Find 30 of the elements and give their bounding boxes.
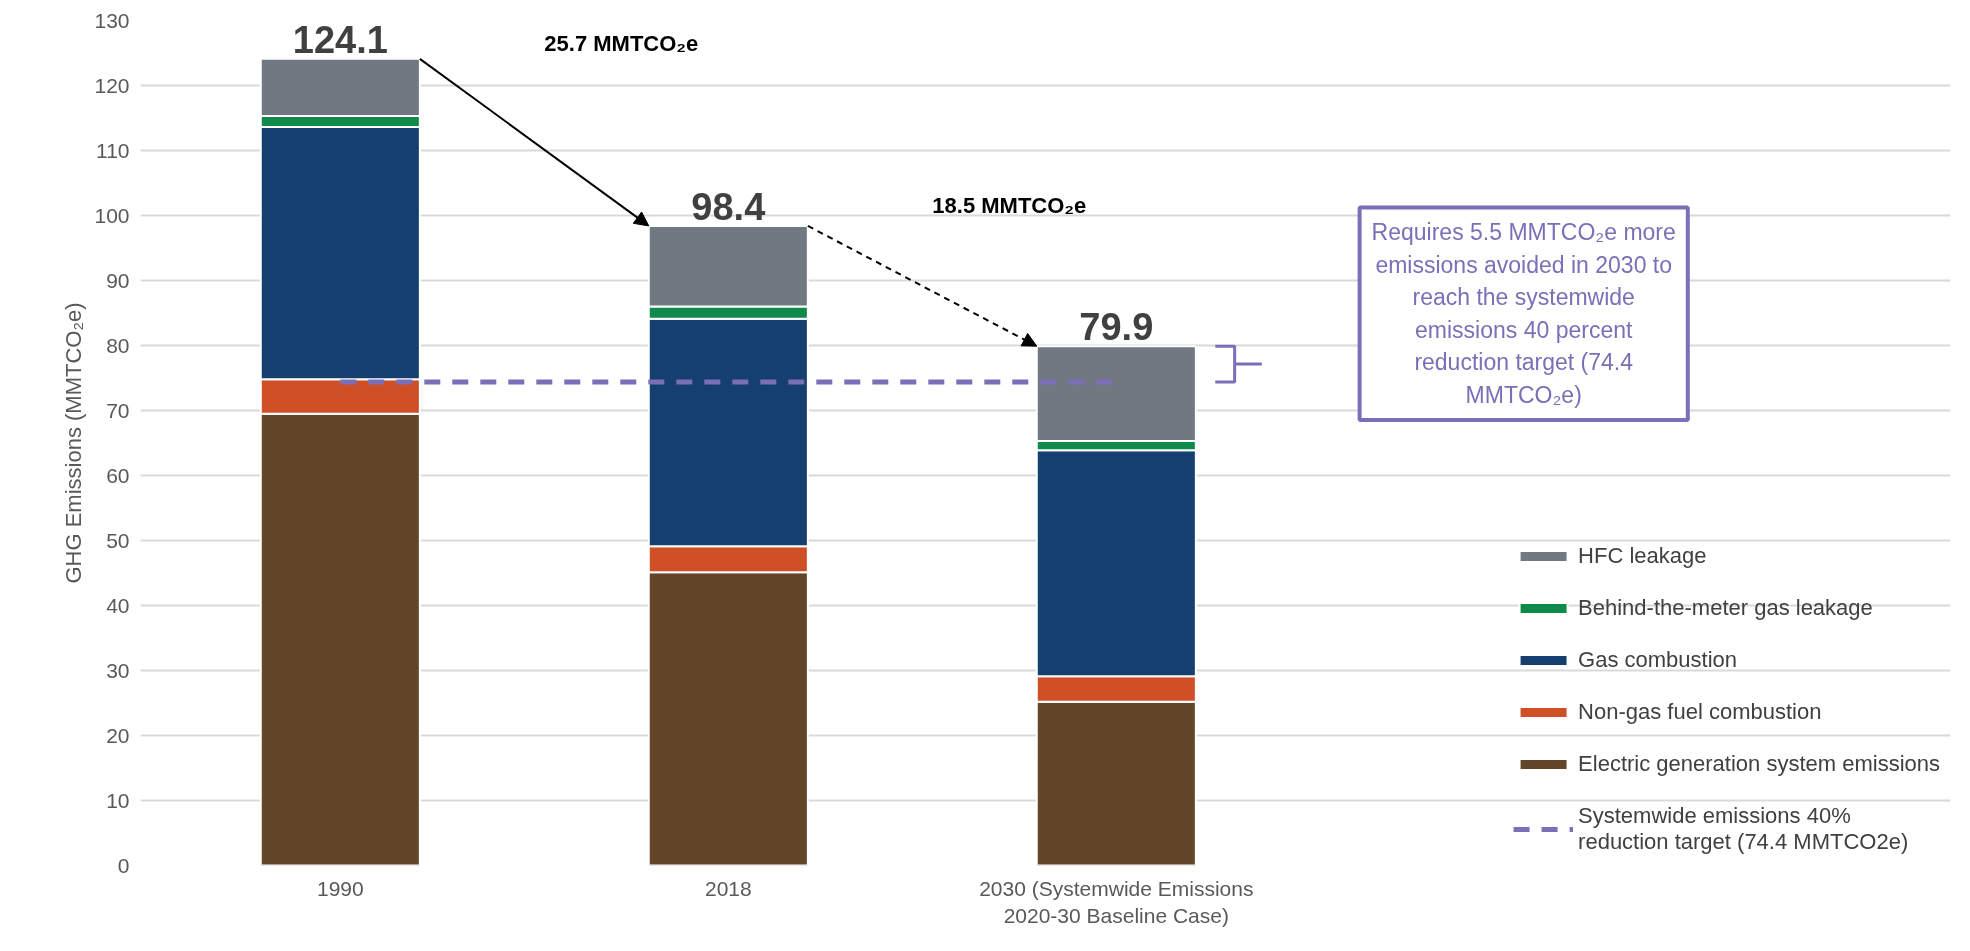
annotation: 25.7 MMTCO₂e [544,31,699,57]
legend-label: Electric generation system emissions [1578,751,1940,777]
y-tick-label: 120 [94,73,130,97]
text: Requires 5.5 MMTCO₂e more emissions avoided in 2030 to reach the systemwide emissions 40 percent reduction target (74.4 MMTCO₂e) [1371,219,1676,408]
legend-label: Gas combustion [1578,647,1738,673]
y-tick-label: 110 [96,138,130,162]
y-axis-title: GHG Emissions (MMTCO₂e) [61,302,87,584]
y-tick-label: 100 [94,203,130,227]
y-tick-label: 30 [106,658,130,682]
y-tick-label: 10 [106,788,130,812]
total-label: 79.9 [1079,306,1154,349]
y-tick-label: 50 [106,528,130,552]
total-label: 98.4 [691,185,766,228]
x-tick-label: 2030 (Systemwide Emissions 2020-30 Baseline Case) [979,876,1254,928]
x-tick-label: 1990 [316,876,364,900]
y-tick-label: 40 [106,593,130,617]
y-tick-label: 60 [106,463,130,487]
y-tick-label: 130 [94,8,130,32]
legend-label: Behind-the-meter gas leakage [1578,595,1873,621]
y-tick-label: 0 [117,853,130,877]
total-label: 124.1 [292,18,388,61]
annotation: 18.5 MMTCO₂e [932,193,1087,219]
legend-label: Non-gas fuel combustion [1578,699,1822,725]
y-tick-label: 70 [106,398,130,422]
y-tick-label: 90 [106,268,130,292]
legend-label: Systemwide emissions 40% reduction target (74.4 MMTCO2e) [1578,803,1909,855]
legend-label: HFC leakage [1578,543,1707,569]
y-tick-label: 20 [106,723,130,747]
y-tick-label: 80 [106,333,130,357]
x-tick-label: 2018 [704,876,752,900]
